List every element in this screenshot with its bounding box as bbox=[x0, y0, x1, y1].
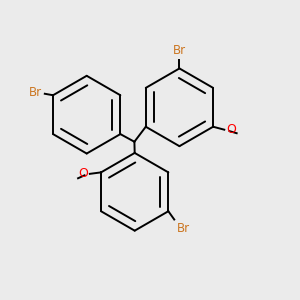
Text: O: O bbox=[226, 123, 236, 136]
Text: Br: Br bbox=[177, 222, 190, 236]
Text: O: O bbox=[79, 167, 88, 180]
Text: Br: Br bbox=[29, 86, 42, 99]
Text: Br: Br bbox=[173, 44, 186, 57]
